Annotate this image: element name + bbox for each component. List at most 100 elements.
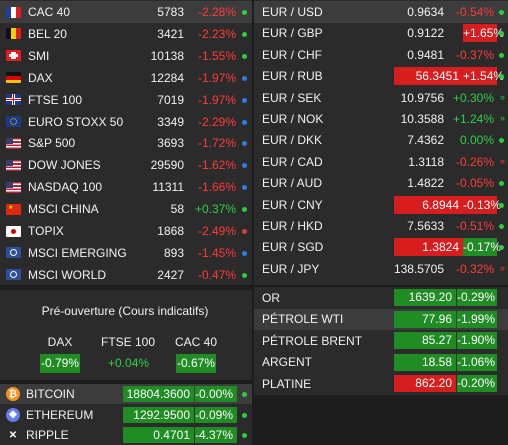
forex-value: 10.9756	[400, 90, 444, 105]
index-row[interactable]: CAC 40 5783 -2.28%	[0, 1, 252, 23]
forex-row[interactable]: EUR / CNY 6.8944 -0.13%	[254, 194, 508, 216]
forex-row[interactable]: EUR / USD 0.9634 -0.54%	[254, 1, 508, 23]
status-dot-icon	[242, 10, 247, 15]
forex-row[interactable]: EUR / AUD 1.4822 -0.05%	[254, 172, 508, 194]
forex-change: -0.26%	[455, 154, 494, 169]
index-row[interactable]: MSCI WORLD 2427 -0.47%	[0, 264, 252, 286]
index-change: -1.97%	[197, 70, 236, 85]
crypto-row[interactable]: ₿ BITCOIN 18804.3600 -0.00%	[0, 384, 252, 404]
forex-row[interactable]: EUR / DKK 7.4362 0.00%	[254, 129, 508, 151]
crypto-name: RIPPLE	[26, 428, 69, 442]
status-dot-icon	[242, 229, 247, 234]
preopen-label: CAC 40	[174, 335, 218, 349]
commodity-row[interactable]: ARGENT 18.58 -1.06%	[254, 352, 508, 373]
bitcoin-icon: ₿	[6, 387, 20, 401]
commodity-row[interactable]: PLATINE 862.20 -0.20%	[254, 373, 508, 394]
forex-pair: EUR / HKD	[262, 219, 323, 233]
forex-pair: EUR / SGD	[262, 240, 324, 255]
index-row[interactable]: MSCI EMERGING 893 -1.45%	[0, 242, 252, 264]
forex-value: 0.9481	[407, 47, 444, 62]
un-flag-icon	[6, 269, 21, 281]
forex-value: 1.3824	[394, 238, 463, 257]
index-row[interactable]: S&P 500 3693 -1.72%	[0, 132, 252, 154]
forex-pair: EUR / GBP	[262, 26, 323, 41]
index-change: -1.72%	[197, 136, 236, 151]
commodity-change: -1.99%	[457, 310, 497, 328]
forex-row[interactable]: EUR / JPY 138.5705 -0.32% »	[254, 258, 508, 280]
trend-arrow-icon: »	[499, 91, 505, 102]
index-change: -2.28%	[197, 5, 236, 19]
forex-change: -0.05%	[455, 176, 494, 191]
crypto-row[interactable]: ◆ ETHEREUM 1292.9500 -0.09%	[0, 405, 252, 425]
index-value: 5783	[157, 5, 184, 19]
jp-flag-icon	[6, 225, 21, 237]
index-row[interactable]: EURO STOXX 50 3349 -2.29%	[0, 111, 252, 133]
forex-value: 138.5705	[393, 261, 444, 276]
forex-panel: EUR / USD 0.9634 -0.54% EUR / GBP 0.9122 +1.6…	[254, 0, 508, 285]
us-flag-icon	[6, 181, 21, 193]
forex-change: +1.65%	[463, 24, 505, 43]
status-dot-icon	[242, 207, 247, 213]
crypto-name: BITCOIN	[26, 387, 75, 401]
fr-flag-icon	[6, 6, 21, 18]
forex-value: 7.4362	[407, 133, 444, 148]
status-dot-icon	[242, 412, 247, 418]
index-row[interactable]: SMI 10138 -1.55%	[0, 45, 252, 67]
forex-row[interactable]: EUR / NOK 10.3588 +1.24% »	[254, 108, 508, 130]
forex-row[interactable]: EUR / CHF 0.9481 -0.37%	[254, 44, 508, 66]
status-dot-icon	[499, 10, 504, 15]
index-name: CAC 40	[28, 5, 71, 19]
commodity-change: -0.29%	[457, 289, 497, 306]
index-value: 11311	[152, 180, 184, 195]
status-dot-icon	[499, 181, 504, 187]
forex-change: -0.17%	[463, 238, 502, 257]
commodity-row[interactable]: OR 1639.20 -0.29%	[254, 287, 508, 308]
index-change: -1.45%	[197, 245, 236, 260]
commodity-row[interactable]: PÉTROLE BRENT 85.27 -1.90%	[254, 330, 508, 351]
forex-pair: EUR / DKK	[262, 133, 323, 148]
index-change: -0.47%	[197, 267, 236, 282]
index-row[interactable]: FTSE 100 7019 -1.97%	[0, 89, 252, 111]
index-row[interactable]: DAX 12284 -1.97%	[0, 67, 252, 89]
index-row[interactable]: ★ MSCI CHINA 58 +0.37%	[0, 198, 252, 220]
commodity-value: 1639.20	[394, 289, 456, 306]
status-dot-icon	[499, 74, 504, 80]
crypto-name: ETHEREUM	[26, 407, 94, 422]
status-dot-icon	[242, 185, 247, 191]
forex-value: 56.3451	[394, 67, 463, 86]
forex-row[interactable]: EUR / GBP 0.9122 +1.65%	[254, 22, 508, 44]
index-row[interactable]: DOW JONES 29590 -1.62%	[0, 154, 252, 176]
preopen-panel: Pré-ouverture (Cours indicatifs) DAX -0.7…	[0, 290, 252, 380]
ethereum-icon: ◆	[6, 407, 20, 422]
forex-change: -0.54%	[455, 5, 494, 19]
forex-change: -0.37%	[455, 47, 494, 62]
forex-pair: EUR / USD	[262, 5, 323, 19]
status-dot-icon	[242, 250, 247, 256]
commodity-row[interactable]: PÉTROLE WTI 77.96 -1.99%	[254, 308, 508, 330]
forex-row[interactable]: EUR / CAD 1.3118 -0.26% »	[254, 151, 508, 173]
index-row[interactable]: TOPIX 1868 -2.49%	[0, 220, 252, 242]
index-value: 3421	[157, 26, 184, 41]
status-dot-icon	[242, 163, 247, 169]
index-row[interactable]: NASDAQ 100 11311 -1.66%	[0, 176, 252, 198]
forex-row[interactable]: EUR / RUB 56.3451 +1.54%	[254, 65, 508, 87]
index-name: S&P 500	[28, 136, 76, 151]
index-name: TOPIX	[28, 224, 64, 238]
forex-pair: EUR / RUB	[262, 69, 323, 84]
index-name: DAX	[28, 70, 53, 85]
forex-value: 0.9122	[407, 26, 444, 41]
status-dot-icon	[242, 141, 247, 147]
preopen-label: FTSE 100	[100, 335, 156, 349]
commodity-change: -1.06%	[457, 353, 497, 371]
eu-flag-icon	[6, 116, 21, 127]
forex-row[interactable]: EUR / SEK 10.9756 +0.30% »	[254, 87, 508, 109]
forex-pair: EUR / SEK	[262, 90, 322, 105]
commodity-value: 85.27	[394, 332, 456, 349]
index-name: BEL 20	[28, 26, 67, 41]
crypto-row[interactable]: ✕ RIPPLE 0.4701 -4.37%	[0, 425, 252, 445]
index-row[interactable]: BEL 20 3421 -2.23%	[0, 23, 252, 45]
status-dot-icon	[242, 31, 247, 37]
forex-row[interactable]: EUR / HKD 7.5633 -0.51%	[254, 215, 508, 237]
status-dot-icon	[499, 31, 504, 37]
forex-row[interactable]: EUR / SGD 1.3824 -0.17%	[254, 236, 508, 258]
